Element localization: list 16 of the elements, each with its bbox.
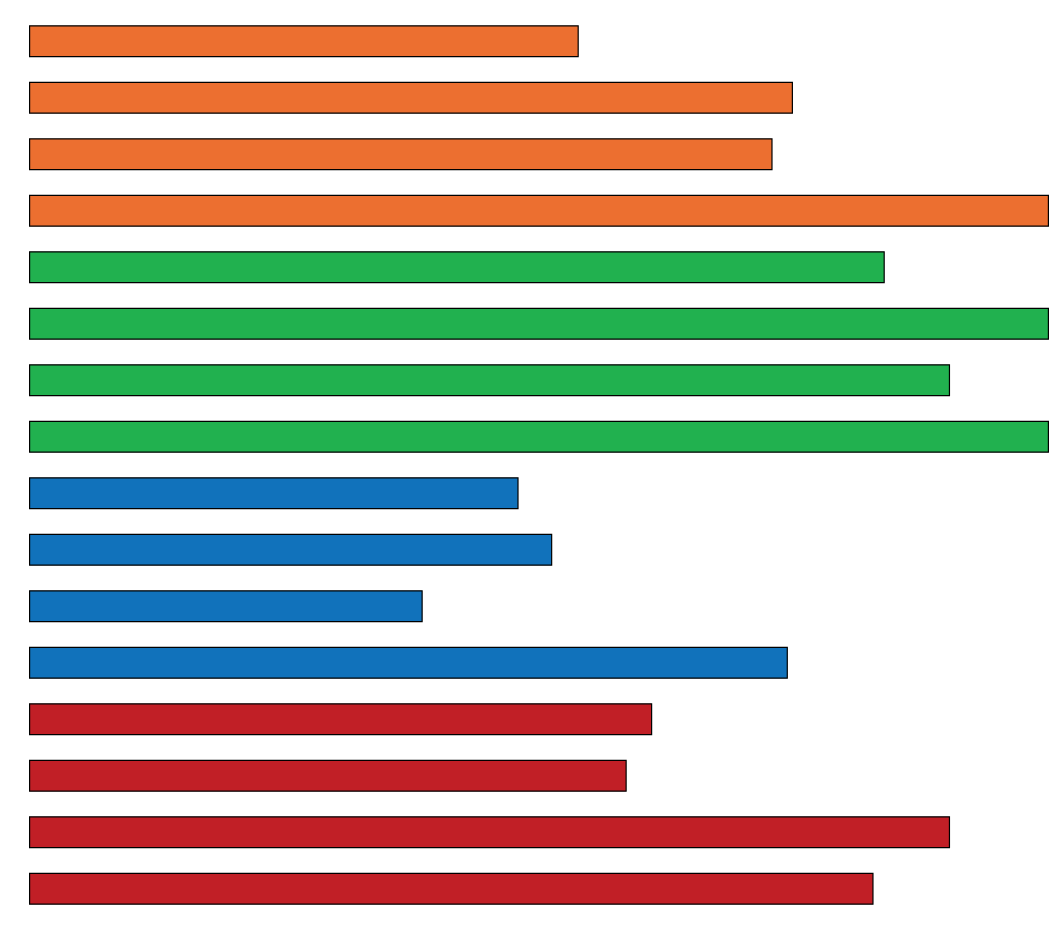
bar <box>29 364 951 397</box>
bar <box>29 872 874 905</box>
bar <box>29 81 793 114</box>
bar <box>29 759 627 792</box>
bar <box>29 251 885 284</box>
bar <box>29 703 653 736</box>
bar <box>29 646 788 679</box>
bar <box>29 138 773 171</box>
bar <box>29 194 1049 227</box>
bar <box>29 533 553 566</box>
bar <box>29 307 1049 340</box>
bar <box>29 590 423 623</box>
bar <box>29 477 519 510</box>
bar <box>29 25 579 58</box>
bar <box>29 420 1049 453</box>
bar <box>29 816 951 849</box>
